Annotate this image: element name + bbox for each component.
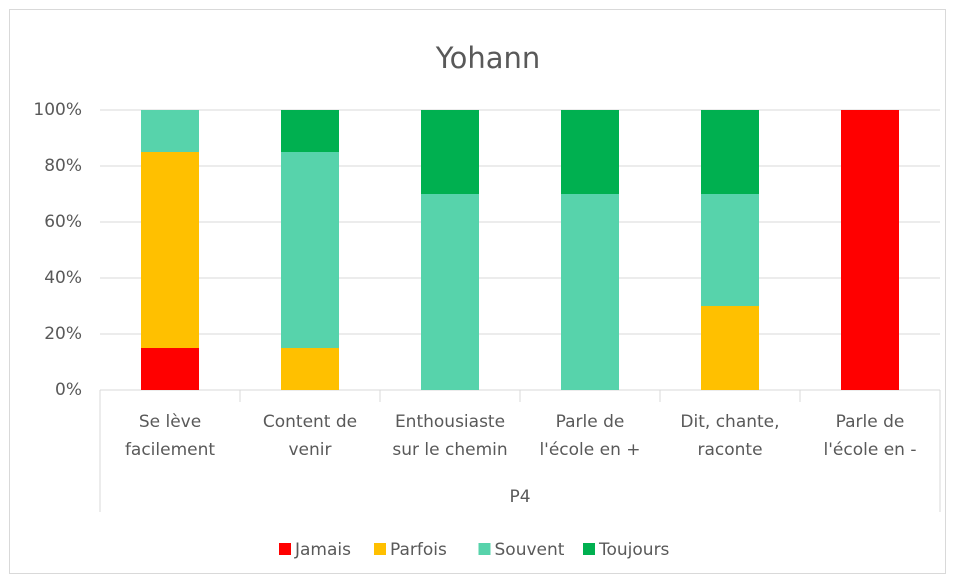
y-tick-label: 60% — [44, 212, 82, 232]
x-tick-label: facilement — [125, 440, 215, 460]
x-tick-label: l'école en - — [824, 440, 917, 460]
y-tick-label: 100% — [33, 100, 82, 120]
bar-segment — [701, 110, 759, 194]
legend-label: Jamais — [294, 540, 351, 560]
x-tick-label: venir — [288, 440, 331, 460]
legend-swatch — [478, 543, 491, 555]
y-tick-label: 0% — [55, 380, 82, 400]
bar-segment — [281, 348, 339, 390]
bar-segment — [561, 194, 619, 390]
legend-swatch — [279, 543, 291, 555]
bar-segment — [281, 110, 339, 152]
bar-segment — [841, 110, 899, 390]
x-tick-label: Parle de — [556, 412, 625, 432]
legend-swatch — [374, 543, 386, 555]
chart-title: Yohann — [435, 41, 541, 75]
bar-segment — [281, 152, 339, 348]
bar-segment — [141, 152, 199, 348]
legend-swatch — [583, 543, 595, 555]
x-tick-label: Dit, chante, — [680, 412, 779, 432]
x-tick-label: sur le chemin — [392, 440, 507, 460]
bar-segment — [701, 306, 759, 390]
legend-label: Toujours — [598, 540, 670, 560]
bar-segment — [701, 194, 759, 306]
x-tick-label: Se lève — [139, 412, 201, 432]
bar-segment — [421, 194, 479, 390]
y-tick-label: 20% — [44, 324, 82, 344]
bar-segment — [141, 110, 199, 152]
x-tick-label: l'école en + — [539, 440, 640, 460]
x-tick-label: Parle de — [836, 412, 905, 432]
legend-label: Parfois — [390, 540, 447, 560]
y-tick-label: 40% — [44, 268, 82, 288]
y-tick-label: 80% — [44, 156, 82, 176]
group-label: P4 — [509, 487, 530, 507]
x-tick-label: Content de — [263, 412, 357, 432]
bar-segment — [141, 348, 199, 390]
x-tick-label: raconte — [697, 440, 762, 460]
bar-segment — [561, 110, 619, 194]
x-tick-label: Enthousiaste — [395, 412, 505, 432]
legend-label: Souvent — [495, 540, 565, 560]
bar-segment — [421, 110, 479, 194]
